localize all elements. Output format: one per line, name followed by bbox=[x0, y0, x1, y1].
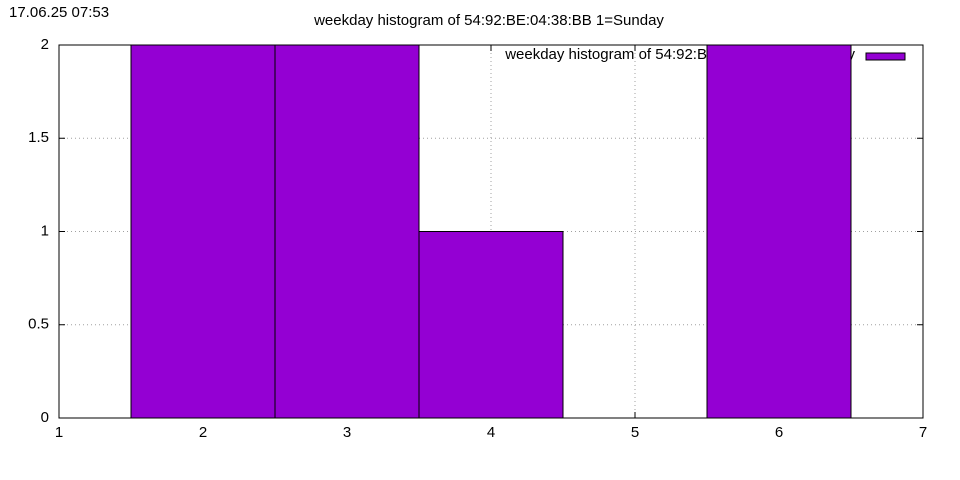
y-tick-label: 2 bbox=[41, 36, 49, 53]
plot-border bbox=[58, 44, 924, 419]
x-tick-label: 2 bbox=[199, 424, 207, 441]
legend-swatch bbox=[865, 52, 906, 61]
chart-title: weekday histogram of 54:92:BE:04:38:BB 1… bbox=[313, 12, 664, 29]
bar bbox=[706, 44, 852, 419]
x-tick-label: 5 bbox=[631, 424, 639, 441]
bar bbox=[418, 231, 564, 419]
x-tick-label: 7 bbox=[919, 424, 927, 441]
x-tick-label: 6 bbox=[775, 424, 783, 441]
bar bbox=[130, 44, 276, 419]
x-tick-label: 3 bbox=[343, 424, 351, 441]
timestamp: 17.06.25 07:53 bbox=[9, 4, 109, 21]
y-tick-label: 0.5 bbox=[28, 316, 49, 333]
y-tick-label: 1 bbox=[41, 222, 49, 239]
y-tick-label: 1.5 bbox=[28, 129, 49, 146]
y-tick-label: 0 bbox=[41, 409, 49, 426]
x-tick-label: 1 bbox=[55, 424, 63, 441]
bar bbox=[274, 44, 420, 419]
x-tick-label: 4 bbox=[487, 424, 495, 441]
